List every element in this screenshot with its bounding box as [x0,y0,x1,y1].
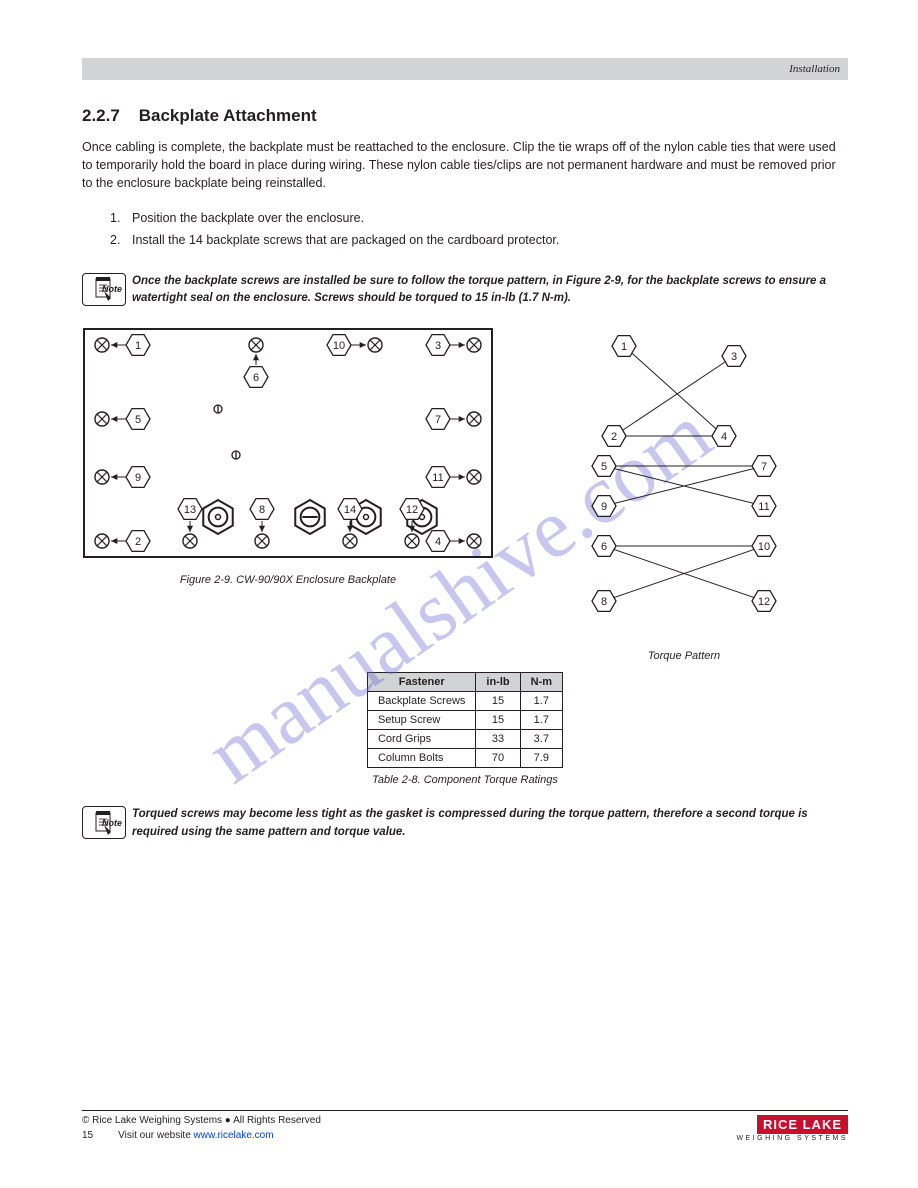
note-icon: Note [82,806,126,839]
svg-text:3: 3 [731,351,737,363]
table-row: Column Bolts707.9 [367,749,562,768]
svg-text:8: 8 [259,504,265,516]
brand-logo: RICE LAKE WEIGHING SYSTEMS [736,1115,848,1142]
svg-text:7: 7 [761,461,767,473]
page-footer: © Rice Lake Weighing Systems ● All Right… [82,1110,848,1142]
svg-text:1: 1 [135,340,141,352]
svg-text:6: 6 [253,372,259,384]
table-row: Backplate Screws151.7 [367,692,562,711]
footer-link-prefix: Visit our website [118,1130,193,1141]
note-label: Note [102,284,122,294]
svg-text:5: 5 [601,461,607,473]
footer-left: © Rice Lake Weighing Systems ● All Right… [82,1115,321,1141]
step-list: 1.Position the backplate over the enclos… [110,208,848,251]
note-label: Note [102,818,122,828]
svg-text:4: 4 [435,536,441,548]
section-heading: Backplate Attachment [139,106,317,125]
note-text: Once the backplate screws are installed … [132,273,848,308]
svg-text:7: 7 [435,414,441,426]
svg-text:6: 6 [601,541,607,553]
table-header: N-m [520,673,562,692]
svg-text:10: 10 [333,340,345,352]
table-row: Cord Grips333.7 [367,730,562,749]
svg-text:12: 12 [758,596,770,608]
svg-text:10: 10 [758,541,770,553]
note-text: Torqued screws may become less tight as … [132,806,848,841]
section-title: 2.2.7 Backplate Attachment [82,106,848,126]
svg-text:9: 9 [601,501,607,513]
note-block: Note Torqued screws may become less tigh… [82,806,848,841]
header-right-text: Installation [789,63,840,75]
table-row: Setup Screw151.7 [367,711,562,730]
figure-torque-pattern: 1 3 2 4 5 7 9 11 6 10 8 12 Torque Pattern [584,327,784,662]
section-paragraph: Once cabling is complete, the backplate … [82,138,848,192]
svg-text:11: 11 [758,501,769,513]
svg-text:13: 13 [184,504,196,516]
svg-text:5: 5 [135,414,141,426]
logo-top: RICE LAKE [757,1115,848,1134]
svg-text:9: 9 [135,472,141,484]
figure-caption: Figure 2-9. CW-90/90X Enclosure Backplat… [82,574,494,586]
page-header-bar: Installation [82,58,848,80]
section-number: 2.2.7 [82,106,120,125]
note-icon: Note [82,273,126,306]
footer-copyright: © Rice Lake Weighing Systems ● All Right… [82,1115,321,1126]
figure-backplate: 1 6 10 3 5 7 9 11 2 13 8 14 12 4 Figure 2-9. CW-90/90… [82,327,494,662]
torque-table: Fastenerin-lbN-m Backplate Screws151.7Se… [367,672,563,768]
logo-bottom: WEIGHING SYSTEMS [736,1135,848,1142]
list-item: 1.Position the backplate over the enclos… [110,208,848,229]
svg-text:14: 14 [344,504,356,516]
svg-text:2: 2 [135,536,141,548]
svg-text:1: 1 [621,341,627,353]
svg-text:2: 2 [611,431,617,443]
svg-text:11: 11 [432,472,443,484]
footer-link[interactable]: www.ricelake.com [194,1130,274,1141]
list-item: 2.Install the 14 backplate screws that a… [110,230,848,251]
svg-text:8: 8 [601,596,607,608]
svg-text:3: 3 [435,340,441,352]
note-block: Note Once the backplate screws are insta… [82,273,848,308]
svg-text:12: 12 [406,504,418,516]
pattern-caption: Torque Pattern [584,650,784,662]
footer-page-number: 15 [82,1130,93,1141]
table-header: Fastener [367,673,475,692]
table-header: in-lb [476,673,520,692]
svg-text:4: 4 [721,431,727,443]
table-caption: Table 2-8. Component Torque Ratings [82,774,848,786]
